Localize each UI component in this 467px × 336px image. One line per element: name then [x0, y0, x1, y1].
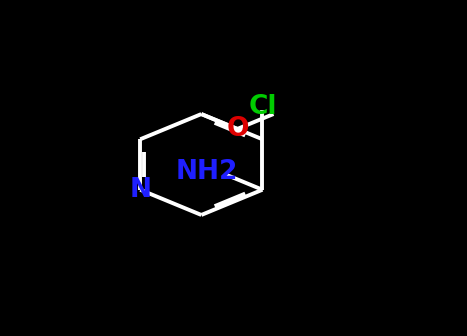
Text: N: N — [129, 177, 151, 203]
Text: Cl: Cl — [248, 94, 277, 120]
Text: NH2: NH2 — [175, 159, 238, 185]
Text: O: O — [226, 116, 248, 142]
